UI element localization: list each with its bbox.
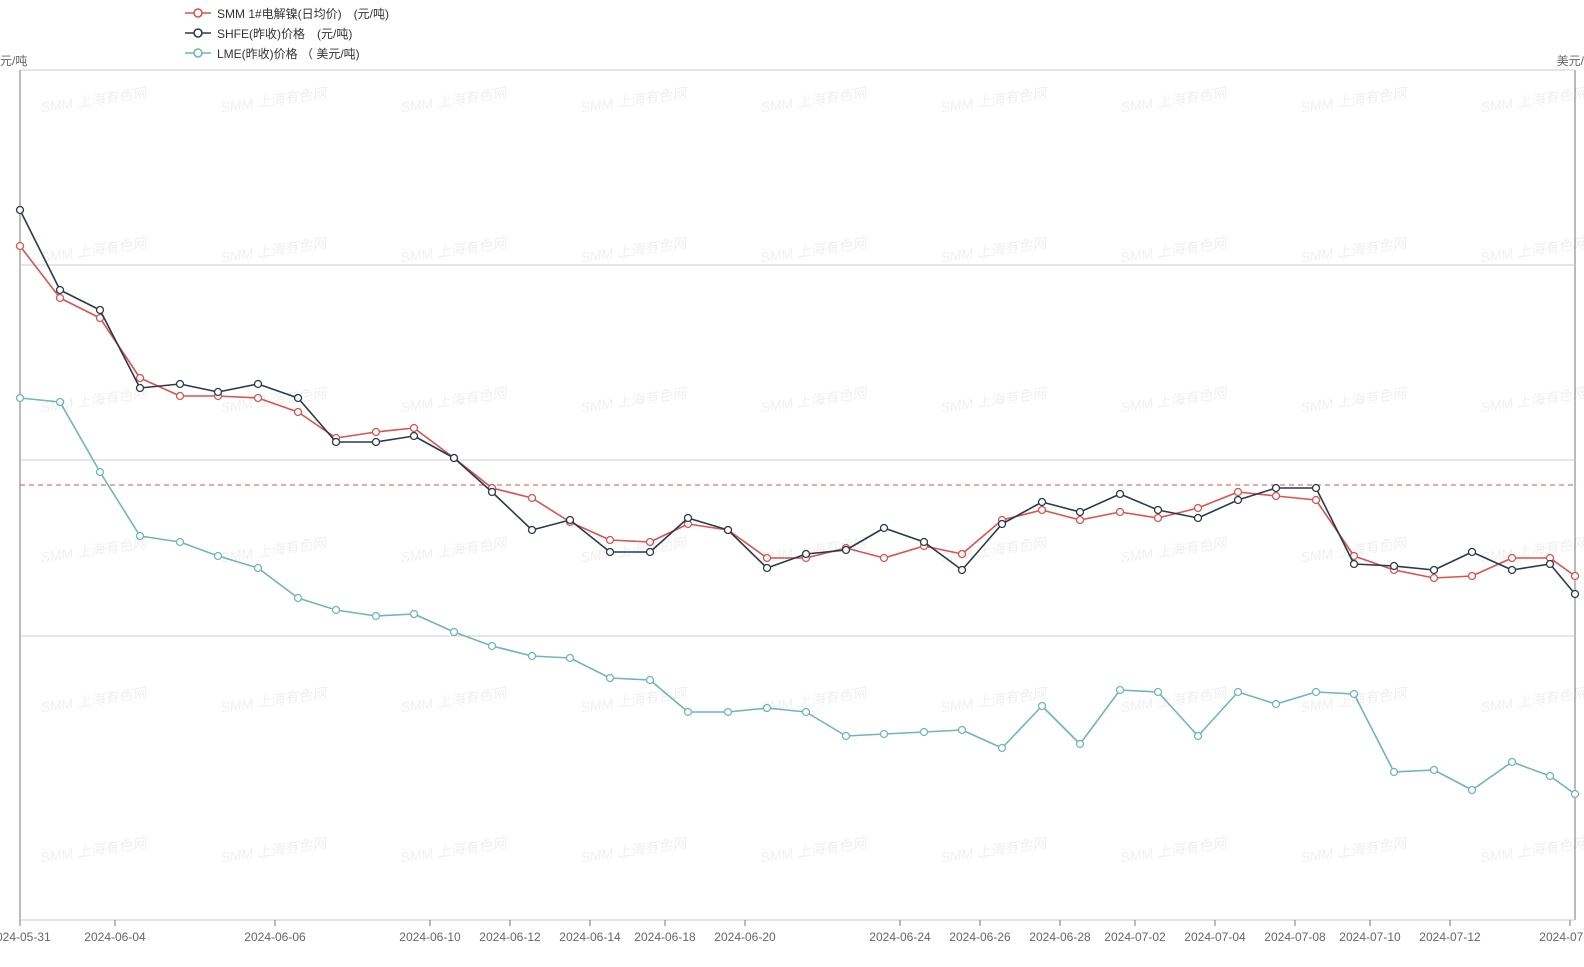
x-axis-tick-label: 2024-07-04 [1184, 930, 1245, 944]
legend-label: SMM 1#电解镍(日均价) (元/吨) [217, 5, 389, 22]
x-axis-tick-label: 2024-07-17 [1539, 930, 1584, 944]
legend-swatch-smm [185, 6, 211, 20]
x-axis-tick-label: 2024-06-26 [949, 930, 1010, 944]
legend-label: LME(昨收)价格 （ 美元/吨) [217, 45, 360, 62]
chart-legend: SMM 1#电解镍(日均价) (元/吨) SHFE(昨收)价格 (元/吨) LM… [185, 4, 389, 64]
x-axis-tick-label: 2024-06-06 [244, 930, 305, 944]
legend-item-lme[interactable]: LME(昨收)价格 （ 美元/吨) [185, 44, 389, 62]
x-axis-tick-label: 2024-06-10 [399, 930, 460, 944]
y-axis-left-label: 元/吨 [0, 52, 27, 69]
legend-label: SHFE(昨收)价格 (元/吨) [217, 25, 352, 42]
x-axis-tick-label: 2024-06-20 [714, 930, 775, 944]
x-axis-tick-label: 2024-06-12 [479, 930, 540, 944]
legend-swatch-shfe [185, 26, 211, 40]
legend-item-smm[interactable]: SMM 1#电解镍(日均价) (元/吨) [185, 4, 389, 22]
price-line-chart [0, 0, 1584, 967]
x-axis-tick-label: 2024-06-04 [84, 930, 145, 944]
legend-swatch-lme [185, 46, 211, 60]
x-axis-tick-label: 2024-06-24 [869, 930, 930, 944]
legend-item-shfe[interactable]: SHFE(昨收)价格 (元/吨) [185, 24, 389, 42]
x-axis-tick-label: 2024-07-10 [1339, 930, 1400, 944]
x-axis-tick-label: 2024-07-02 [1104, 930, 1165, 944]
y-axis-right-label: 美元/ [1557, 52, 1584, 69]
x-axis-tick-label: 2024-06-28 [1029, 930, 1090, 944]
x-axis-tick-label: 2024-07-12 [1419, 930, 1480, 944]
x-axis-tick-label: 2024-06-18 [634, 930, 695, 944]
x-axis-tick-label: 2024-05-31 [0, 930, 51, 944]
x-axis-tick-label: 2024-07-08 [1264, 930, 1325, 944]
x-axis-tick-label: 2024-06-14 [559, 930, 620, 944]
